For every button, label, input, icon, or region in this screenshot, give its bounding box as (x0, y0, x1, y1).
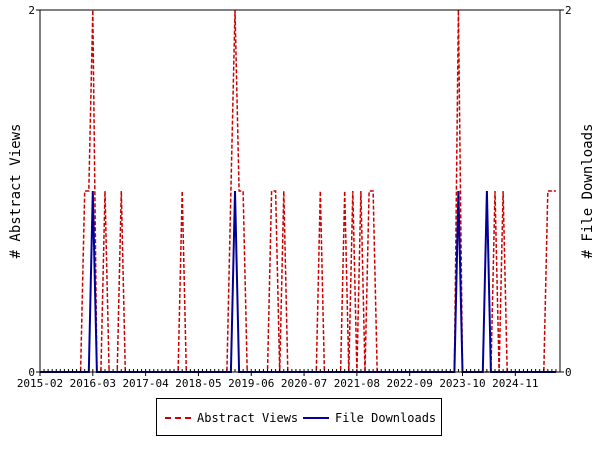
x-tick-label: 2024-11 (492, 377, 538, 390)
y-axis-left-title: # Abstract Views (8, 124, 24, 259)
x-tick-label: 2015-02 (17, 377, 63, 390)
x-tick-label: 2019-06 (228, 377, 274, 390)
legend-label-abstract-views: Abstract Views (197, 411, 299, 425)
x-tick-label: 2017-04 (122, 377, 169, 390)
x-tick-label: 2016-03 (70, 377, 116, 390)
y-left-tick-label: 2 (28, 4, 35, 17)
y-right-tick-label: 0 (565, 366, 572, 379)
y-axis-right-title: # File Downloads (580, 124, 596, 259)
legend-swatch-abstract-views (165, 417, 191, 419)
legend: Abstract Views File Downloads (156, 398, 442, 436)
legend-item-abstract-views: Abstract Views (165, 410, 298, 426)
legend-item-file-downloads: File Downloads (303, 410, 436, 426)
x-tick-label: 2023-10 (439, 377, 485, 390)
legend-swatch-file-downloads (303, 417, 329, 419)
x-tick-label: 2018-05 (175, 377, 221, 390)
x-tick-label: 2021-08 (334, 377, 380, 390)
x-tick-label: 2022-09 (387, 377, 433, 390)
legend-label-file-downloads: File Downloads (335, 411, 437, 425)
x-tick-label: 2020-07 (281, 377, 327, 390)
y-right-tick-label: 2 (565, 4, 572, 17)
y-left-tick-label: 0 (28, 366, 35, 379)
axes-layer: 2015-02 2016-03 2017-04 2018-05 2019-06 2020-… (17, 4, 572, 390)
